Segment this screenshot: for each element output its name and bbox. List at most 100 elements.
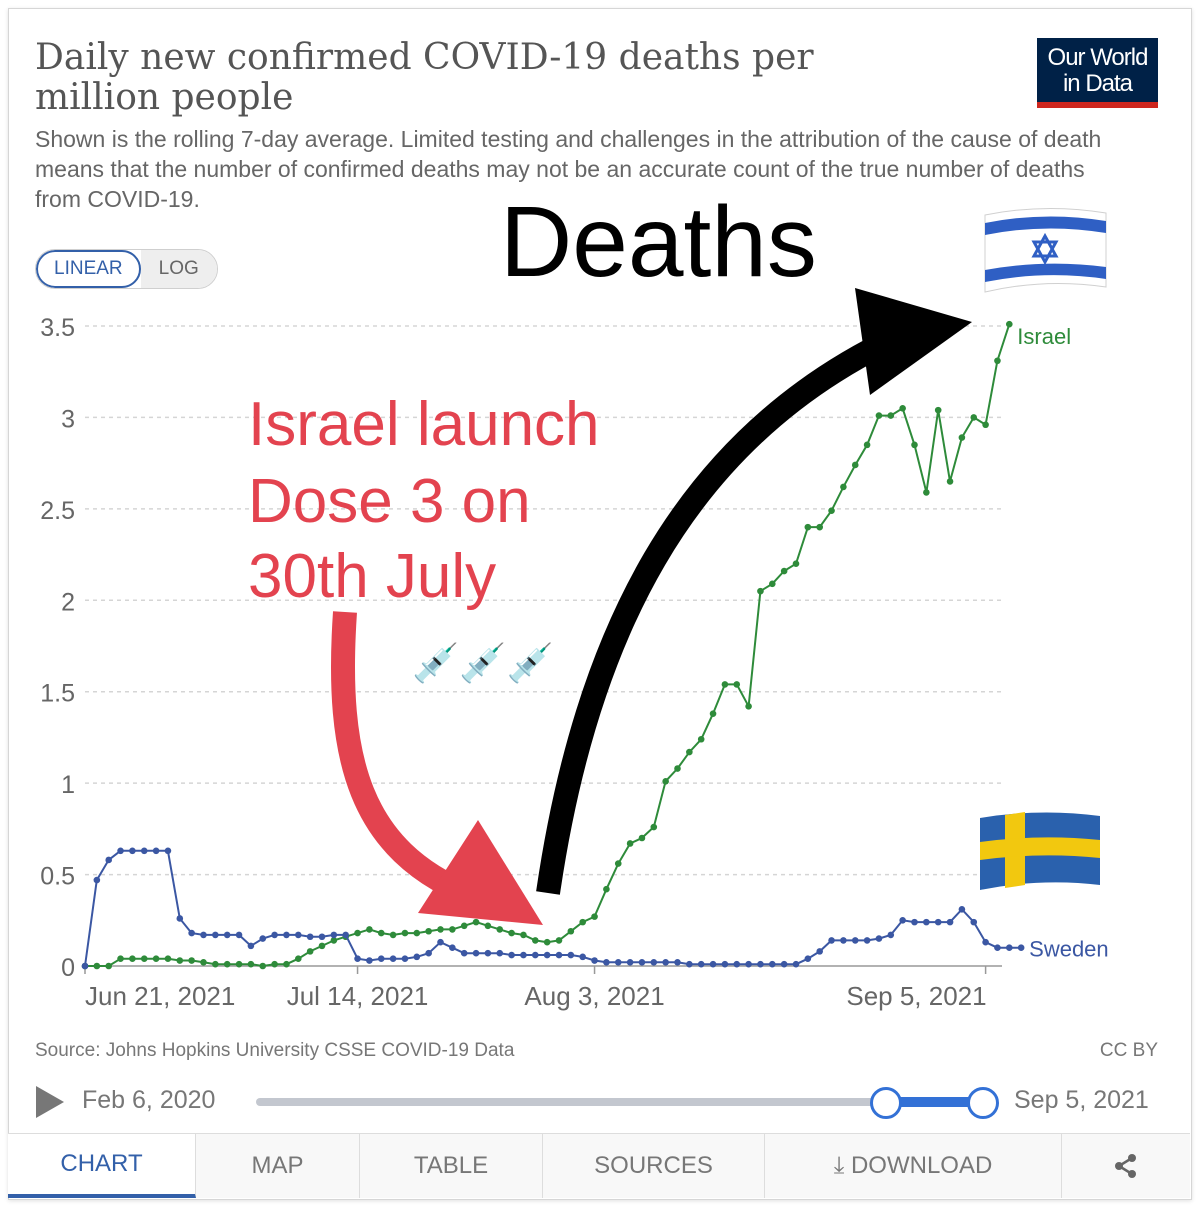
data-point-israel [958,434,966,441]
data-point-israel [223,960,231,968]
timeline-selected-range [884,1097,982,1107]
data-point-sweden [840,937,847,944]
launch-line-1: Israel launch [248,390,600,459]
data-point-sweden [235,931,243,939]
tab-download[interactable]: ⤓ DOWNLOAD [765,1134,1062,1198]
data-point-sweden [769,960,776,968]
data-point-sweden [105,856,112,864]
series-labels: Israel Sweden [1017,324,1108,962]
data-point-sweden [851,937,859,944]
tab-chart[interactable]: CHART [8,1134,196,1198]
data-point-israel [994,357,1001,365]
data-point-sweden [591,957,598,964]
owid-logo[interactable]: Our World in Data [1037,38,1158,108]
data-point-sweden [863,937,871,944]
series-label-sweden: Sweden [1029,937,1109,962]
log-scale-button[interactable]: LOG [140,250,217,288]
chart-title: Daily new confirmed COVID-19 deaths per … [35,37,814,118]
data-point-sweden [449,944,456,952]
data-point-sweden [745,960,752,968]
red-arrow-head [418,820,543,925]
data-point-sweden [780,960,788,968]
data-point-israel [306,948,314,955]
data-point-israel [271,960,278,968]
data-point-sweden [958,906,966,913]
data-point-sweden [709,960,717,968]
data-point-israel [449,926,456,933]
y-tick-label: 3.5 [40,314,75,342]
timeline-track[interactable] [256,1098,982,1106]
tab-share[interactable] [1062,1134,1190,1198]
data-point-sweden [460,949,468,957]
data-point-sweden [484,949,492,957]
tab-sources[interactable]: SOURCES [543,1134,765,1198]
data-point-sweden [946,918,954,926]
data-point-israel [804,523,812,531]
data-point-sweden [603,959,610,966]
data-point-israel [484,922,492,930]
data-point-israel [425,927,432,935]
data-point-sweden [757,960,764,968]
data-point-israel [247,960,255,968]
data-point-sweden [330,931,338,939]
data-point-israel [911,441,918,449]
timeline-start-handle[interactable] [869,1087,902,1119]
data-point-sweden [1006,944,1013,952]
data-point-israel [164,955,172,962]
data-point-sweden [366,957,373,964]
data-point-sweden [401,955,409,962]
data-point-israel [721,681,729,688]
x-tick-label: Jul 14, 2021 [287,981,429,1011]
data-point-sweden [982,938,989,946]
data-point-israel [176,957,184,964]
data-point-israel [496,926,504,933]
data-point-israel [437,926,444,933]
data-point-sweden [247,942,255,950]
tab-table[interactable]: TABLE [360,1134,543,1198]
data-point-israel [686,748,693,756]
data-point-israel [923,489,930,496]
data-point-israel [460,922,468,930]
timeline-start-label: Feb 6, 2020 [82,1086,216,1114]
series-label-israel: Israel [1017,324,1071,349]
linear-scale-button[interactable]: LINEAR [36,250,141,288]
data-point-israel [295,955,302,962]
data-point-sweden [152,847,160,855]
play-icon[interactable] [36,1086,64,1118]
data-point-israel [934,406,942,414]
timeline-end-label: Sep 5, 2021 [1014,1086,1149,1114]
data-point-sweden [816,948,823,955]
data-point-israel [828,507,835,514]
data-point-israel [235,960,243,968]
data-point-israel [875,412,883,419]
data-point-israel [200,959,207,966]
data-point-israel [887,412,895,419]
data-point-sweden [342,931,350,939]
data-point-israel [970,414,978,421]
chart-card [8,8,1192,1200]
source-note: Source: Johns Hopkins University CSSE CO… [35,1040,515,1061]
data-point-sweden [887,931,895,939]
data-point-israel [780,567,788,575]
data-point-sweden [140,847,148,855]
data-point-sweden [223,931,231,939]
share-icon [1115,1154,1136,1178]
data-point-sweden [626,959,634,966]
data-point-sweden [579,953,586,961]
data-point-israel [283,960,290,968]
timeline-end-handle[interactable] [967,1087,999,1119]
data-point-sweden [259,935,267,942]
data-point-israel [212,960,219,968]
data-point-sweden [212,931,219,939]
sweden-flag-icon [980,812,1100,890]
license-link[interactable]: CC BY [1099,1040,1158,1061]
data-point-israel [413,929,421,937]
data-point-israel [603,885,610,893]
data-point-sweden [117,847,124,855]
tab-map[interactable]: MAP [196,1134,360,1198]
data-point-sweden [970,918,978,926]
data-point-israel [816,523,823,531]
data-point-sweden [389,955,397,962]
y-tick-label: 0 [61,954,75,982]
data-point-israel [1006,320,1013,328]
